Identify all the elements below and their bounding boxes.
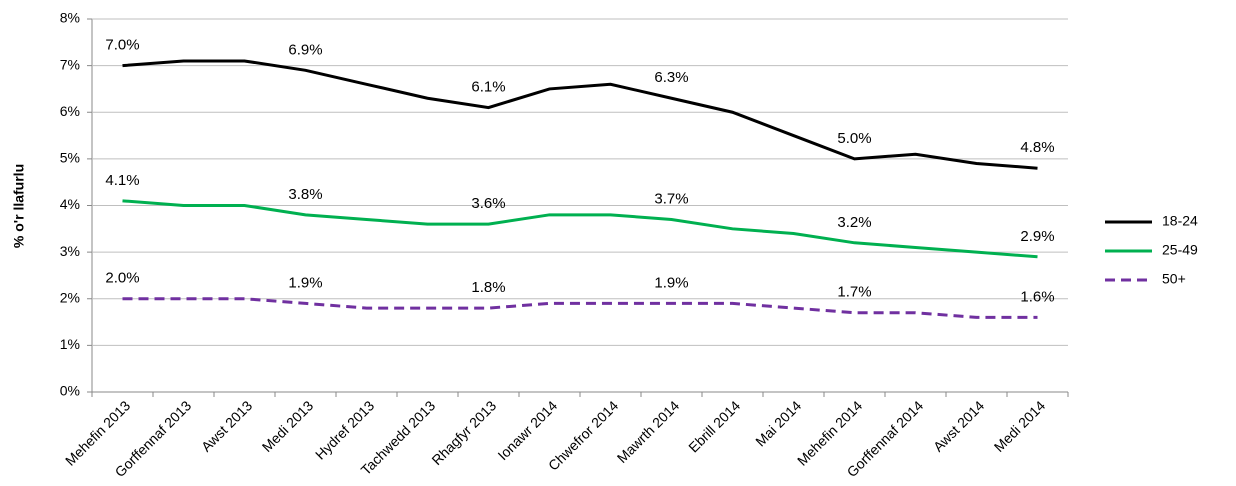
data-label: 6.9% — [288, 41, 322, 58]
legend-label: 25-49 — [1162, 242, 1198, 258]
data-label: 4.1% — [105, 172, 139, 189]
y-axis-label: % o'r llafurlu — [11, 164, 27, 248]
data-label: 4.8% — [1020, 139, 1054, 156]
data-label: 1.9% — [654, 274, 688, 291]
x-tick-label: Ebrill 2014 — [685, 397, 743, 455]
series-line — [122, 199, 1038, 259]
x-tick-label: Medi 2013 — [259, 397, 317, 455]
x-tick-label: Awst 2014 — [930, 397, 988, 455]
data-label: 1.7% — [837, 284, 871, 301]
series-line — [122, 59, 1038, 170]
data-label: 6.1% — [471, 79, 505, 96]
y-tick-label: 8% — [60, 10, 80, 26]
data-label: 1.8% — [471, 279, 505, 296]
data-label: 3.6% — [471, 195, 505, 212]
x-tick-label: Mawrth 2014 — [614, 397, 683, 466]
data-label: 1.9% — [288, 274, 322, 291]
data-label: 1.6% — [1020, 288, 1054, 305]
data-label: 7.0% — [105, 37, 139, 54]
x-tick-label: Awst 2013 — [198, 397, 256, 455]
y-tick-label: 2% — [60, 289, 80, 305]
y-tick-label: 7% — [60, 56, 80, 72]
legend-label: 50+ — [1162, 271, 1186, 287]
data-label: 3.8% — [288, 186, 322, 203]
y-tick-label: 3% — [60, 243, 80, 259]
data-label: 3.7% — [654, 190, 688, 207]
y-tick-label: 1% — [60, 336, 80, 352]
data-label: 2.9% — [1020, 228, 1054, 245]
x-tick-label: Ionawr 2014 — [494, 397, 560, 463]
data-label: 5.0% — [837, 130, 871, 147]
y-tick-label: 0% — [60, 383, 80, 399]
x-tick-label: Medi 2014 — [991, 397, 1049, 455]
legend-label: 18-24 — [1162, 213, 1198, 229]
x-tick-label: Rhagfyr 2013 — [428, 397, 499, 468]
data-label: 3.2% — [837, 214, 871, 231]
series-line — [122, 297, 1038, 319]
data-label: 2.0% — [105, 270, 139, 287]
x-tick-label: Mai 2014 — [752, 397, 804, 449]
y-tick-label: 5% — [60, 150, 80, 166]
y-tick-label: 6% — [60, 103, 80, 119]
y-tick-label: 4% — [60, 196, 80, 212]
x-tick-label: Hydref 2013 — [312, 397, 377, 462]
data-label: 6.3% — [654, 69, 688, 86]
